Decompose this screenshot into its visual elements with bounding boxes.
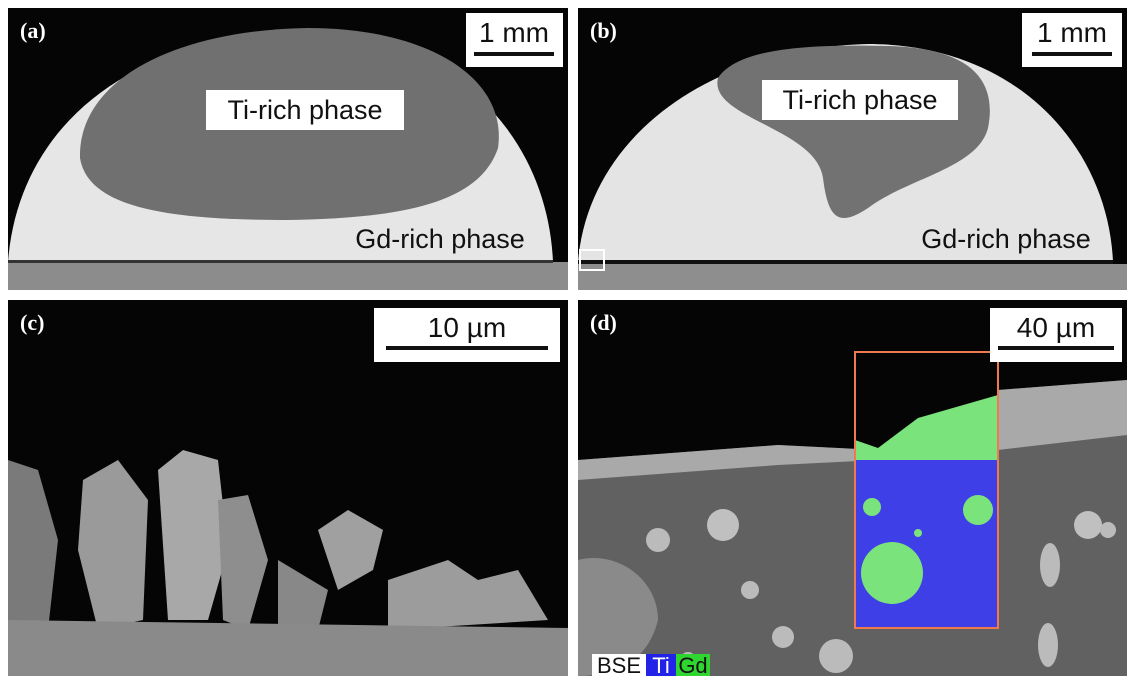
- legend-label: Gd: [678, 653, 707, 678]
- particle: [707, 509, 739, 541]
- gd-particle: [914, 529, 922, 537]
- scale-bar-label: 40 µm: [1017, 312, 1095, 343]
- panel-label: (d): [590, 310, 617, 335]
- eds-map: [855, 352, 998, 628]
- figure: (a) 1 mm Ti-rich phase Gd-rich phase (b)…: [0, 0, 1135, 684]
- substrate: [578, 264, 1127, 290]
- particle: [819, 639, 853, 673]
- annotation: Gd-rich phase: [921, 224, 1091, 254]
- legend-label: BSE: [597, 653, 641, 678]
- scale-bar: [386, 346, 548, 350]
- ti-region: [855, 460, 998, 628]
- panel-a: (a) 1 mm Ti-rich phase Gd-rich phase: [8, 8, 568, 290]
- particle: [741, 581, 759, 599]
- particle: [1040, 543, 1060, 587]
- gd-particle: [863, 498, 881, 516]
- substrate: [8, 262, 568, 290]
- scale-bar: [998, 346, 1114, 350]
- annotation: Gd-rich phase: [355, 224, 525, 254]
- scale-bar: [474, 52, 554, 56]
- panel-label: (b): [590, 18, 617, 43]
- scale-bar-label: 1 mm: [479, 17, 549, 48]
- annotation: Ti-rich phase: [227, 95, 382, 125]
- gd-particle: [963, 495, 993, 525]
- particle: [772, 626, 794, 648]
- panel-b: (b) 1 mm Ti-rich phase Gd-rich phase: [578, 8, 1127, 290]
- panel-label: (a): [20, 18, 46, 43]
- base-layer: [8, 620, 568, 676]
- particle: [1100, 522, 1116, 538]
- scale-bar-label: 1 mm: [1037, 17, 1107, 48]
- interface: [8, 260, 553, 263]
- gd-particle: [861, 542, 923, 604]
- particle: [646, 528, 670, 552]
- particle: [1038, 623, 1058, 667]
- particle: [1074, 511, 1102, 539]
- panel-c: (c) 10 µm: [8, 300, 568, 676]
- interface: [578, 260, 1113, 264]
- panel-d: (d) 40 µm BSE Ti Gd: [578, 300, 1127, 678]
- scale-bar-label: 10 µm: [428, 312, 506, 343]
- legend-label: Ti: [652, 653, 670, 678]
- annotation: Ti-rich phase: [782, 85, 937, 115]
- scale-bar: [1032, 52, 1112, 56]
- panel-label: (c): [20, 310, 44, 335]
